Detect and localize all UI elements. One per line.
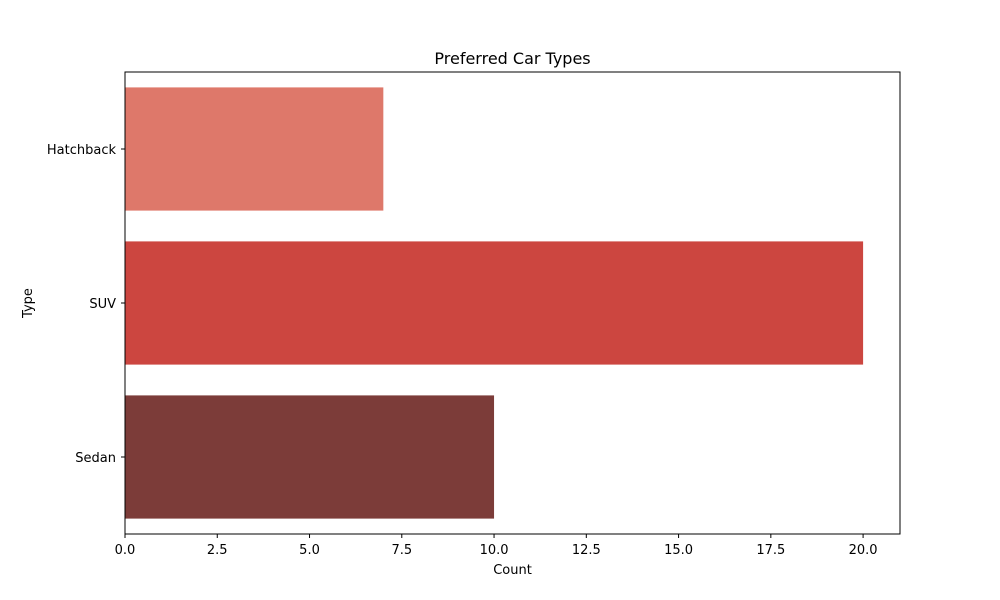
x-tick-label: 10.0 [480, 543, 509, 558]
chart-title: Preferred Car Types [434, 49, 590, 68]
x-tick-label: 5.0 [299, 543, 320, 558]
bar-suv [125, 241, 864, 365]
x-tick-label: 7.5 [391, 543, 412, 558]
plot-frame [124, 71, 901, 535]
y-tick-label: SUV [89, 297, 116, 312]
x-tick-label: 12.5 [572, 543, 601, 558]
x-tick-label: 17.5 [756, 543, 785, 558]
bar-hatchback [125, 87, 384, 211]
y-axis-label: Type [21, 288, 36, 319]
x-tick-label: 15.0 [664, 543, 693, 558]
x-axis-ticks: 0.0 2.5 5.0 7.5 10.0 12.5 15.0 17.5 20.0 [115, 534, 878, 558]
x-tick-label: 2.5 [207, 543, 228, 558]
bars-group [125, 87, 864, 519]
y-axis-ticks: Hatchback SUV Sedan [47, 143, 125, 466]
x-axis-label: Count [493, 563, 532, 578]
x-tick-label: 0.0 [115, 543, 136, 558]
x-tick-label: 20.0 [849, 543, 878, 558]
y-tick-label: Hatchback [47, 143, 117, 158]
bar-sedan [125, 395, 495, 519]
y-tick-label: Sedan [75, 451, 116, 466]
